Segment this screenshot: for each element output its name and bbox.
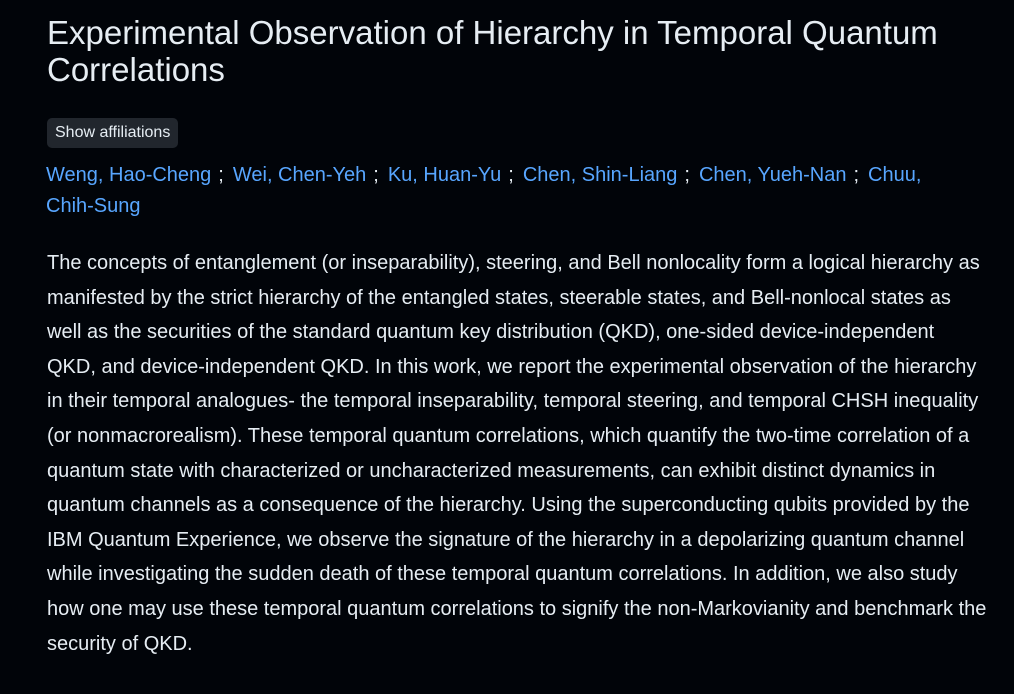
author-separator: ; [684,164,690,186]
author-link[interactable]: Weng, Hao-Cheng [46,164,212,186]
show-affiliations-button[interactable]: Show affiliations [47,118,179,148]
author-list: Weng, Hao-Cheng; Wei, Chen-Yeh; Ku, Huan-Y… [46,160,946,222]
author-separator: ; [508,164,514,186]
author-link[interactable]: Ku, Huan-Yu [387,164,502,186]
author-link[interactable]: Wei, Chen-Yeh [232,164,367,186]
author-separator: ; [218,164,224,186]
author-link[interactable]: Chuu, Chih-Sung [46,164,922,217]
author-separator: ; [853,164,860,186]
author-separator: ; [373,164,379,186]
author-link[interactable]: Chen, Shin-Liang [522,164,678,186]
author-link[interactable]: Chen, Yueh-Nan [698,164,847,186]
page-title: Experimental Observation of Hierarchy in… [47,14,938,88]
abstract-text: The concepts of entanglement (or insepar… [47,252,987,655]
